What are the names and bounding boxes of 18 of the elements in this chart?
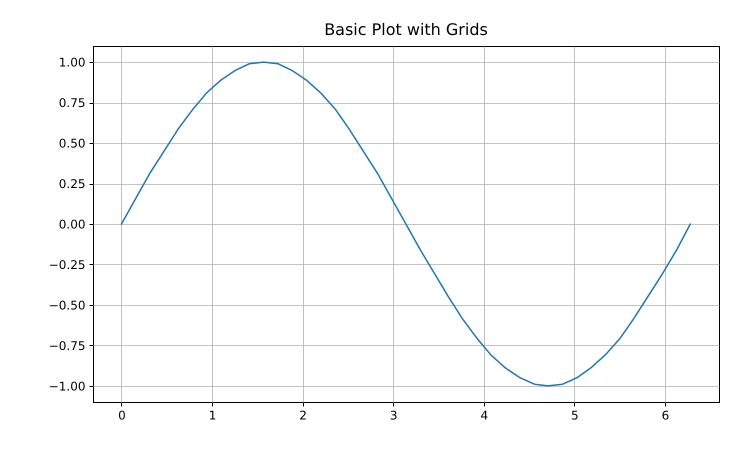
y-tick-label: −0.75: [48, 338, 86, 353]
x-tick-label: 2: [299, 408, 307, 422]
x-tick-label: 4: [480, 408, 488, 422]
x-tick-label: 6: [662, 408, 670, 422]
y-tick-label: 0.00: [58, 218, 86, 232]
chart-title: Basic Plot with Grids: [324, 20, 488, 39]
line-series: [120, 61, 692, 387]
y-tick-label: 0.50: [58, 136, 86, 151]
x-tick-label: 0: [118, 408, 126, 422]
y-tick-label: −0.50: [48, 298, 86, 312]
y-tick-label: −0.25: [48, 258, 86, 272]
y-tick-label: 0.75: [58, 96, 86, 110]
y-tick-label: 0.25: [58, 177, 86, 192]
y-tick-label: −1.00: [48, 379, 86, 394]
x-tick-label: 3: [390, 408, 398, 422]
x-tick-label: 5: [571, 408, 579, 422]
y-tick-label: 1.00: [58, 56, 86, 70]
x-tick-label: 1: [208, 408, 216, 422]
